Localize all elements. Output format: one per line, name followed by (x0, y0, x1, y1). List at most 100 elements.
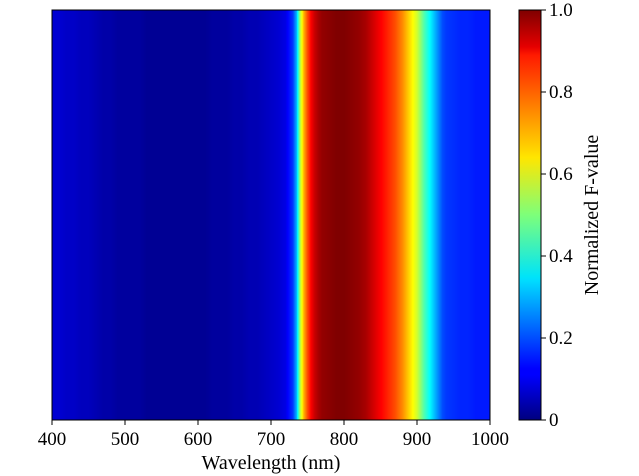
heatmap-column (220, 10, 222, 420)
heatmap-column (345, 10, 347, 420)
heatmap-column (105, 10, 107, 420)
heatmap-column (405, 10, 407, 420)
x-tick-label: 800 (330, 429, 359, 450)
heatmap-column (223, 10, 225, 420)
heatmap-column (487, 10, 489, 420)
heatmap-column (315, 10, 317, 420)
heatmap-column (287, 10, 289, 420)
heatmap-column (408, 10, 410, 420)
heatmap-column (191, 10, 193, 420)
heatmap-column (353, 10, 355, 420)
heatmap-column (368, 10, 370, 420)
heatmap-column (233, 10, 235, 420)
heatmap-column (204, 10, 206, 420)
heatmap-column (291, 10, 293, 420)
heatmap-column (457, 10, 459, 420)
heatmap-column (308, 10, 310, 420)
heatmap-column (235, 10, 237, 420)
heatmap-column (375, 10, 377, 420)
heatmap-column (458, 10, 460, 420)
heatmap-column (149, 10, 151, 420)
heatmap-column (448, 10, 450, 420)
heatmap-column (479, 10, 481, 420)
heatmap-column (476, 10, 478, 420)
heatmap-column (330, 10, 332, 420)
heatmap-column (404, 10, 406, 420)
heatmap-column (250, 10, 252, 420)
heatmap-column (324, 10, 326, 420)
heatmap-column (274, 10, 276, 420)
heatmap-column (78, 10, 80, 420)
heatmap-column (346, 10, 348, 420)
heatmap-column (164, 10, 166, 420)
heatmap-column (200, 10, 202, 420)
heatmap-column (247, 10, 249, 420)
heatmap-column (410, 10, 412, 420)
heatmap-column (248, 10, 250, 420)
heatmap-column (393, 10, 395, 420)
heatmap-column (118, 10, 120, 420)
heatmap-column (288, 10, 290, 420)
heatmap-column (430, 10, 432, 420)
heatmap-column (138, 10, 140, 420)
heatmap-column (453, 10, 455, 420)
heatmap-column (173, 10, 175, 420)
heatmap-column (427, 10, 429, 420)
heatmap-column (199, 10, 201, 420)
heatmap-column (343, 10, 345, 420)
heatmap-column (99, 10, 101, 420)
heatmap-column (284, 10, 286, 420)
heatmap-column (143, 10, 145, 420)
heatmap-column (445, 10, 447, 420)
heatmap-column (195, 10, 197, 420)
heatmap-column (485, 10, 487, 420)
heatmap-column (154, 10, 156, 420)
heatmap-column (192, 10, 194, 420)
heatmap-column (96, 10, 98, 420)
colorbar-axis: 0 0.2 0.4 0.6 0.8 1.0 (541, 0, 573, 431)
heatmap-column (347, 10, 349, 420)
heatmap-column (295, 10, 297, 420)
heatmap-column (271, 10, 273, 420)
heatmap-column (276, 10, 278, 420)
heatmap-column (169, 10, 171, 420)
heatmap-column (464, 10, 466, 420)
heatmap-column (290, 10, 292, 420)
heatmap-column (374, 10, 376, 420)
heatmap-column (456, 10, 458, 420)
colorbar-tick-label: 0.8 (549, 82, 573, 103)
heatmap-column (398, 10, 400, 420)
heatmap-column (400, 10, 402, 420)
heatmap-column (449, 10, 451, 420)
heatmap-column (426, 10, 428, 420)
heatmap-column (91, 10, 93, 420)
heatmap-column (142, 10, 144, 420)
colorbar-title: Normalized F-value (581, 135, 603, 296)
heatmap-column (201, 10, 203, 420)
heatmap-column (431, 10, 433, 420)
heatmap-column (76, 10, 78, 420)
heatmap-column (409, 10, 411, 420)
heatmap-column (202, 10, 204, 420)
heatmap-column (166, 10, 168, 420)
heatmap-column (379, 10, 381, 420)
heatmap-column (124, 10, 126, 420)
x-tick-label: 900 (403, 429, 432, 450)
heatmap-column (283, 10, 285, 420)
heatmap-column (294, 10, 296, 420)
heatmap-column (106, 10, 108, 420)
heatmap-column (488, 10, 490, 420)
heatmap-column (108, 10, 110, 420)
heatmap-column (239, 10, 241, 420)
heatmap-column (119, 10, 121, 420)
heatmap-column (110, 10, 112, 420)
heatmap-column (348, 10, 350, 420)
heatmap-column (260, 10, 262, 420)
heatmap-column (463, 10, 465, 420)
heatmap-column (63, 10, 65, 420)
heatmap-column (454, 10, 456, 420)
x-tick-label: 600 (184, 429, 213, 450)
heatmap-column (439, 10, 441, 420)
heatmap-column (433, 10, 435, 420)
heatmap-column (304, 10, 306, 420)
